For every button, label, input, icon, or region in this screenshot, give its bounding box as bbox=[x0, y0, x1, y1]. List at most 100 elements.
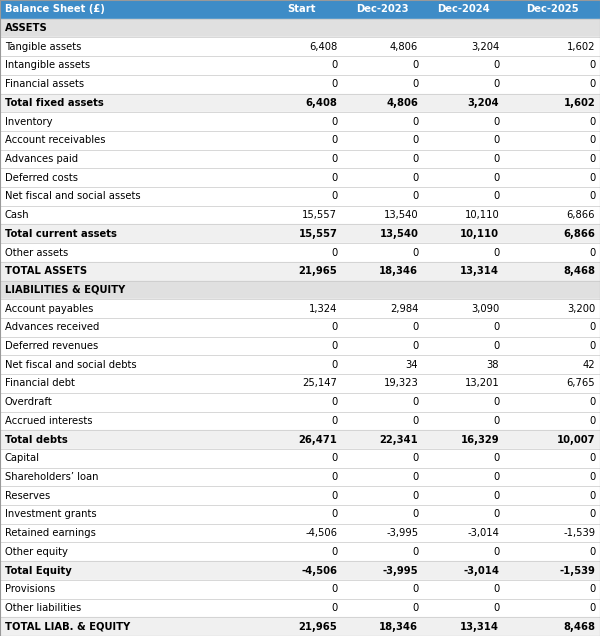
Text: 0: 0 bbox=[493, 322, 499, 333]
Text: Reserves: Reserves bbox=[5, 491, 50, 501]
Text: Financial debt: Financial debt bbox=[5, 378, 74, 389]
Text: -1,539: -1,539 bbox=[563, 528, 595, 538]
Bar bbox=[0, 187, 600, 206]
Text: 0: 0 bbox=[412, 603, 418, 613]
Text: 0: 0 bbox=[493, 116, 499, 127]
Text: 0: 0 bbox=[331, 509, 337, 520]
Bar bbox=[0, 300, 600, 318]
Text: 0: 0 bbox=[331, 191, 337, 202]
Text: 0: 0 bbox=[589, 191, 595, 202]
Text: 10,007: 10,007 bbox=[557, 434, 595, 445]
Text: Other assets: Other assets bbox=[5, 247, 68, 258]
Text: 0: 0 bbox=[589, 603, 595, 613]
Text: 2,984: 2,984 bbox=[390, 303, 418, 314]
Text: 1,602: 1,602 bbox=[563, 98, 595, 108]
Text: 0: 0 bbox=[331, 603, 337, 613]
Text: -3,014: -3,014 bbox=[467, 528, 499, 538]
Bar bbox=[0, 18, 600, 38]
Text: Other equity: Other equity bbox=[5, 547, 68, 557]
Text: 0: 0 bbox=[493, 416, 499, 426]
Text: 0: 0 bbox=[412, 116, 418, 127]
Text: Provisions: Provisions bbox=[5, 584, 55, 594]
Text: Intangible assets: Intangible assets bbox=[5, 60, 90, 71]
Bar bbox=[0, 38, 600, 56]
Text: LIABILITIES & EQUITY: LIABILITIES & EQUITY bbox=[5, 285, 125, 295]
Text: 0: 0 bbox=[493, 247, 499, 258]
Text: 0: 0 bbox=[493, 154, 499, 164]
Text: 0: 0 bbox=[589, 416, 595, 426]
Text: Dec-2023: Dec-2023 bbox=[356, 4, 409, 15]
Text: -3,995: -3,995 bbox=[386, 528, 418, 538]
Text: TOTAL ASSETS: TOTAL ASSETS bbox=[5, 266, 87, 276]
Text: 0: 0 bbox=[412, 547, 418, 557]
Text: 18,346: 18,346 bbox=[379, 621, 418, 632]
Text: 21,965: 21,965 bbox=[298, 266, 337, 276]
Text: 0: 0 bbox=[493, 584, 499, 594]
Text: 4,806: 4,806 bbox=[390, 42, 418, 52]
Text: Tangible assets: Tangible assets bbox=[5, 42, 81, 52]
Text: 0: 0 bbox=[412, 60, 418, 71]
Bar bbox=[0, 543, 600, 561]
Text: 13,540: 13,540 bbox=[379, 229, 418, 239]
Bar bbox=[0, 93, 600, 112]
Text: Shareholders’ loan: Shareholders’ loan bbox=[5, 472, 98, 482]
Text: 0: 0 bbox=[589, 547, 595, 557]
Bar bbox=[0, 618, 600, 636]
Text: Total debts: Total debts bbox=[5, 434, 68, 445]
Text: 0: 0 bbox=[589, 491, 595, 501]
Bar bbox=[0, 336, 600, 356]
Bar bbox=[0, 243, 600, 262]
Text: 0: 0 bbox=[589, 584, 595, 594]
Text: 0: 0 bbox=[412, 154, 418, 164]
Text: 3,200: 3,200 bbox=[567, 303, 595, 314]
Text: 0: 0 bbox=[493, 472, 499, 482]
Text: 0: 0 bbox=[331, 154, 337, 164]
Bar bbox=[0, 356, 600, 374]
Text: Balance Sheet (£): Balance Sheet (£) bbox=[5, 4, 104, 15]
Text: 0: 0 bbox=[412, 173, 418, 183]
Bar bbox=[0, 598, 600, 618]
Bar bbox=[0, 0, 600, 18]
Text: 0: 0 bbox=[589, 79, 595, 89]
Text: Investment grants: Investment grants bbox=[5, 509, 97, 520]
Text: Inventory: Inventory bbox=[5, 116, 52, 127]
Text: 0: 0 bbox=[412, 491, 418, 501]
Text: 0: 0 bbox=[331, 472, 337, 482]
Bar bbox=[0, 580, 600, 598]
Text: 0: 0 bbox=[331, 360, 337, 370]
Text: 0: 0 bbox=[589, 154, 595, 164]
Text: 0: 0 bbox=[589, 453, 595, 463]
Text: ASSETS: ASSETS bbox=[5, 23, 47, 33]
Text: 6,408: 6,408 bbox=[309, 42, 337, 52]
Text: 0: 0 bbox=[493, 547, 499, 557]
Text: 0: 0 bbox=[493, 191, 499, 202]
Text: 0: 0 bbox=[412, 416, 418, 426]
Text: 19,323: 19,323 bbox=[383, 378, 418, 389]
Text: -4,506: -4,506 bbox=[301, 565, 337, 576]
Text: -3,995: -3,995 bbox=[383, 565, 418, 576]
Text: Account receivables: Account receivables bbox=[5, 135, 106, 145]
Bar bbox=[0, 75, 600, 93]
Text: 0: 0 bbox=[331, 116, 337, 127]
Text: Capital: Capital bbox=[5, 453, 40, 463]
Text: 15,557: 15,557 bbox=[302, 210, 337, 220]
Bar bbox=[0, 505, 600, 524]
Text: 0: 0 bbox=[589, 116, 595, 127]
Text: 22,341: 22,341 bbox=[379, 434, 418, 445]
Text: Dec-2025: Dec-2025 bbox=[527, 4, 579, 15]
Text: 0: 0 bbox=[412, 453, 418, 463]
Text: 0: 0 bbox=[331, 453, 337, 463]
Text: Deferred costs: Deferred costs bbox=[5, 173, 78, 183]
Text: 3,204: 3,204 bbox=[467, 98, 499, 108]
Bar bbox=[0, 206, 600, 225]
Text: 1,602: 1,602 bbox=[567, 42, 595, 52]
Text: Financial assets: Financial assets bbox=[5, 79, 84, 89]
Text: Other liabilities: Other liabilities bbox=[5, 603, 81, 613]
Text: 21,965: 21,965 bbox=[298, 621, 337, 632]
Text: TOTAL LIAB. & EQUITY: TOTAL LIAB. & EQUITY bbox=[5, 621, 130, 632]
Text: 0: 0 bbox=[412, 472, 418, 482]
Text: 0: 0 bbox=[493, 603, 499, 613]
Bar bbox=[0, 131, 600, 149]
Text: 0: 0 bbox=[589, 472, 595, 482]
Text: 0: 0 bbox=[412, 135, 418, 145]
